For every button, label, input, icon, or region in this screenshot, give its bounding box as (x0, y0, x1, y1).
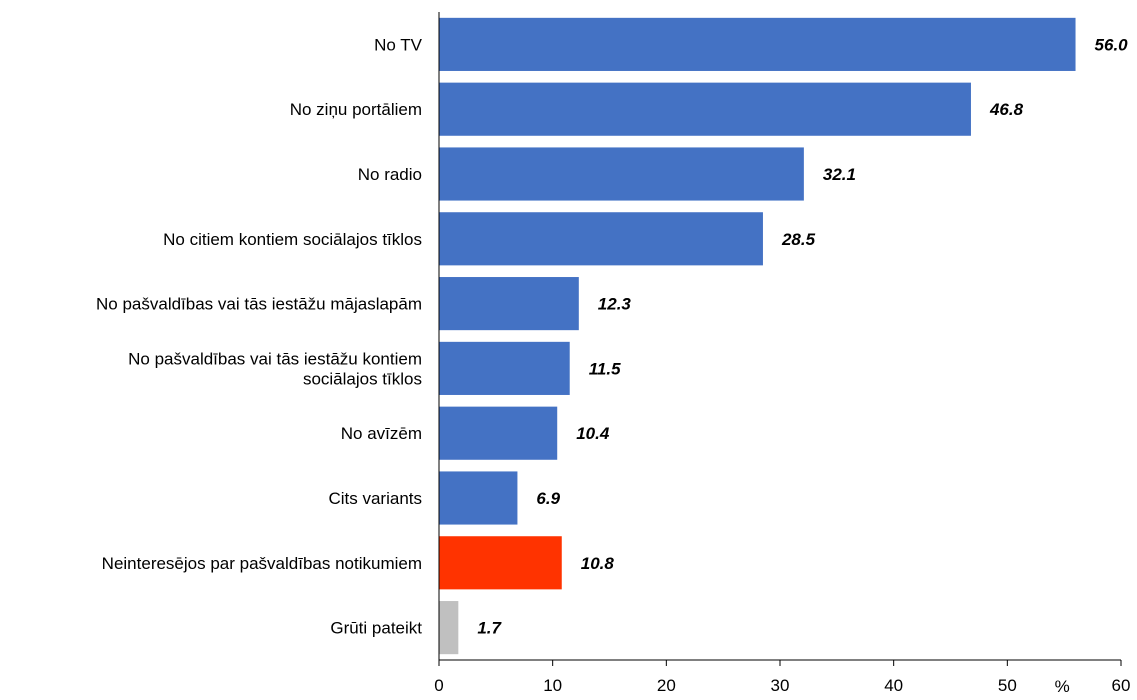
value-label: 6.9 (536, 489, 560, 508)
category-label: Neinteresējos par pašvaldības notikumiem (102, 554, 422, 573)
x-tick-label: 50 (998, 676, 1017, 695)
value-label: 11.5 (589, 359, 621, 378)
bar (439, 341, 570, 395)
x-tick-label: 60 (1112, 676, 1131, 695)
value-label: 46.8 (989, 100, 1024, 119)
x-tick-label: 20 (657, 676, 676, 695)
x-tick-label: 10 (543, 676, 562, 695)
x-tick-label: 0 (434, 676, 443, 695)
value-label: 32.1 (823, 165, 856, 184)
category-label: No avīzēm (341, 424, 422, 443)
bar (439, 601, 459, 655)
value-label: 10.4 (576, 424, 610, 443)
category-label: No pašvaldības vai tās iestāžu mājaslapā… (96, 295, 422, 314)
bar (439, 406, 558, 460)
category-label: Grūti pateikt (330, 619, 422, 638)
bar (439, 212, 763, 266)
x-axis-unit-label: % (1055, 677, 1070, 696)
bar (439, 82, 971, 136)
category-label: Cits variants (328, 489, 422, 508)
value-labels-group: 56.0 46.8 32.1 28.5 12.3 11.5 10.4 6.9 10.8 1.7 (477, 35, 1128, 637)
category-label: No pašvaldības vai tās iestāžu kontiem so… (128, 349, 422, 388)
bar (439, 536, 562, 590)
category-labels-group: No TV No ziņu portāliem No radio No citiem … (96, 35, 423, 637)
category-label: No ziņu portāliem (290, 100, 422, 119)
value-label: 10.8 (581, 554, 615, 573)
x-tick-label: 40 (884, 676, 903, 695)
bar (439, 147, 804, 201)
category-label: No TV (374, 35, 423, 54)
bars-group (439, 17, 1076, 655)
value-label: 12.3 (598, 295, 632, 314)
category-label: No citiem kontiem sociālajos tīklos (163, 230, 422, 249)
bar (439, 277, 579, 331)
x-tick-label: 30 (771, 676, 790, 695)
value-label: 1.7 (477, 619, 502, 638)
bar (439, 471, 518, 525)
value-label: 56.0 (1095, 35, 1129, 54)
x-ticks-group: 0 10 20 30 40 50 60 (434, 660, 1130, 695)
category-label: No radio (358, 165, 422, 184)
value-label: 28.5 (781, 230, 816, 249)
bar (439, 17, 1076, 71)
